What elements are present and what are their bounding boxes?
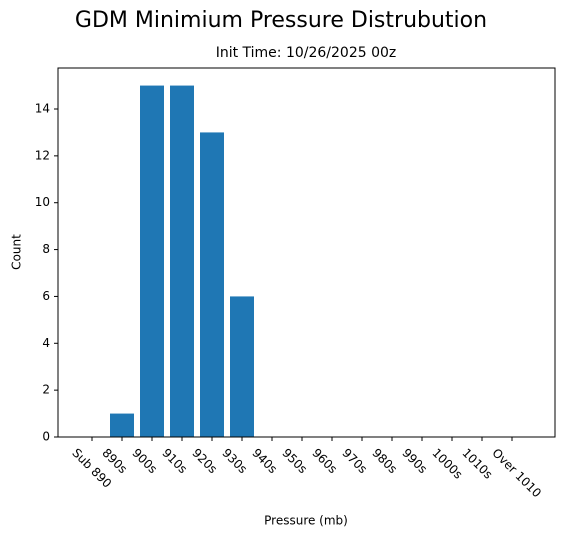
y-tick-label: 4 [42,336,50,350]
x-tick-label: 1010s [459,446,495,482]
y-axis-label: Count [10,234,24,270]
y-tick-label: 14 [35,102,50,116]
y-tick-label: 10 [35,195,50,209]
axes-frame [57,67,556,438]
x-tick-label: 900s [129,446,160,477]
x-tick-label: 980s [369,446,400,477]
chart-title: GDM Minimium Pressure Distrubution [75,8,487,33]
bar [110,413,134,437]
x-tick-label: 920s [189,446,220,477]
chart-subtitle: Init Time: 10/26/2025 00z [216,45,397,61]
y-tick-label: 6 [42,289,50,303]
x-axis-label: Pressure (mb) [264,514,348,528]
y-tick-label: 0 [42,430,50,444]
y-tick-label: 8 [42,242,50,256]
x-tick-label: 970s [339,446,370,477]
x-tick-label: 1000s [429,446,465,482]
x-tick-label: Over 1010 [489,446,544,501]
x-tick-label: 990s [399,446,430,477]
x-tick-label: 940s [249,446,280,477]
y-tick-label: 2 [42,383,50,397]
y-tick-label: 12 [35,148,50,162]
x-tick-label: 910s [159,446,190,477]
bar [230,296,254,437]
x-tick-label: 960s [309,446,340,477]
bar [200,132,224,437]
bar [140,85,164,438]
x-tick-label: 950s [279,446,310,477]
bar [170,85,194,438]
x-tick-label: 930s [219,446,250,477]
